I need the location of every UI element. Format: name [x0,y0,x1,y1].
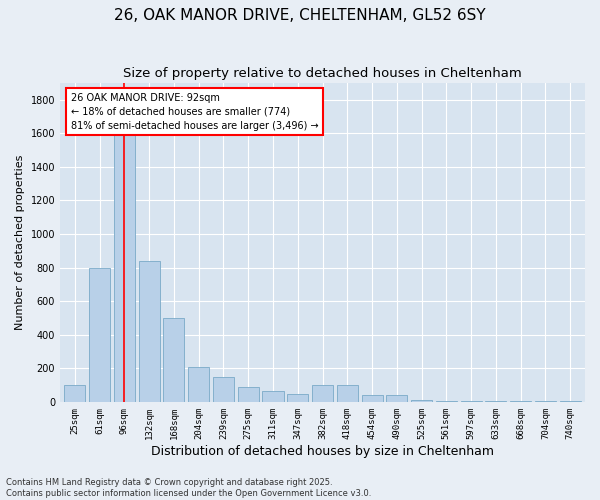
Bar [485,401,506,402]
X-axis label: Distribution of detached houses by size in Cheltenham: Distribution of detached houses by size … [151,444,494,458]
Bar [312,385,333,402]
Bar [64,385,85,402]
Bar [411,400,432,402]
Bar [89,268,110,402]
Bar [510,401,531,402]
Y-axis label: Number of detached properties: Number of detached properties [15,155,25,330]
Bar [213,376,234,402]
Bar [362,395,383,402]
Bar [461,401,482,402]
Bar [262,391,284,402]
Title: Size of property relative to detached houses in Cheltenham: Size of property relative to detached ho… [123,68,522,80]
Text: Contains HM Land Registry data © Crown copyright and database right 2025.
Contai: Contains HM Land Registry data © Crown c… [6,478,371,498]
Bar [139,261,160,402]
Bar [337,385,358,402]
Bar [287,394,308,402]
Text: 26, OAK MANOR DRIVE, CHELTENHAM, GL52 6SY: 26, OAK MANOR DRIVE, CHELTENHAM, GL52 6S… [114,8,486,22]
Bar [238,386,259,402]
Bar [188,366,209,402]
Bar [535,401,556,402]
Bar [560,401,581,402]
Text: 26 OAK MANOR DRIVE: 92sqm
← 18% of detached houses are smaller (774)
81% of semi: 26 OAK MANOR DRIVE: 92sqm ← 18% of detac… [71,92,318,130]
Bar [163,318,184,402]
Bar [436,401,457,402]
Bar [386,395,407,402]
Bar [114,125,135,402]
